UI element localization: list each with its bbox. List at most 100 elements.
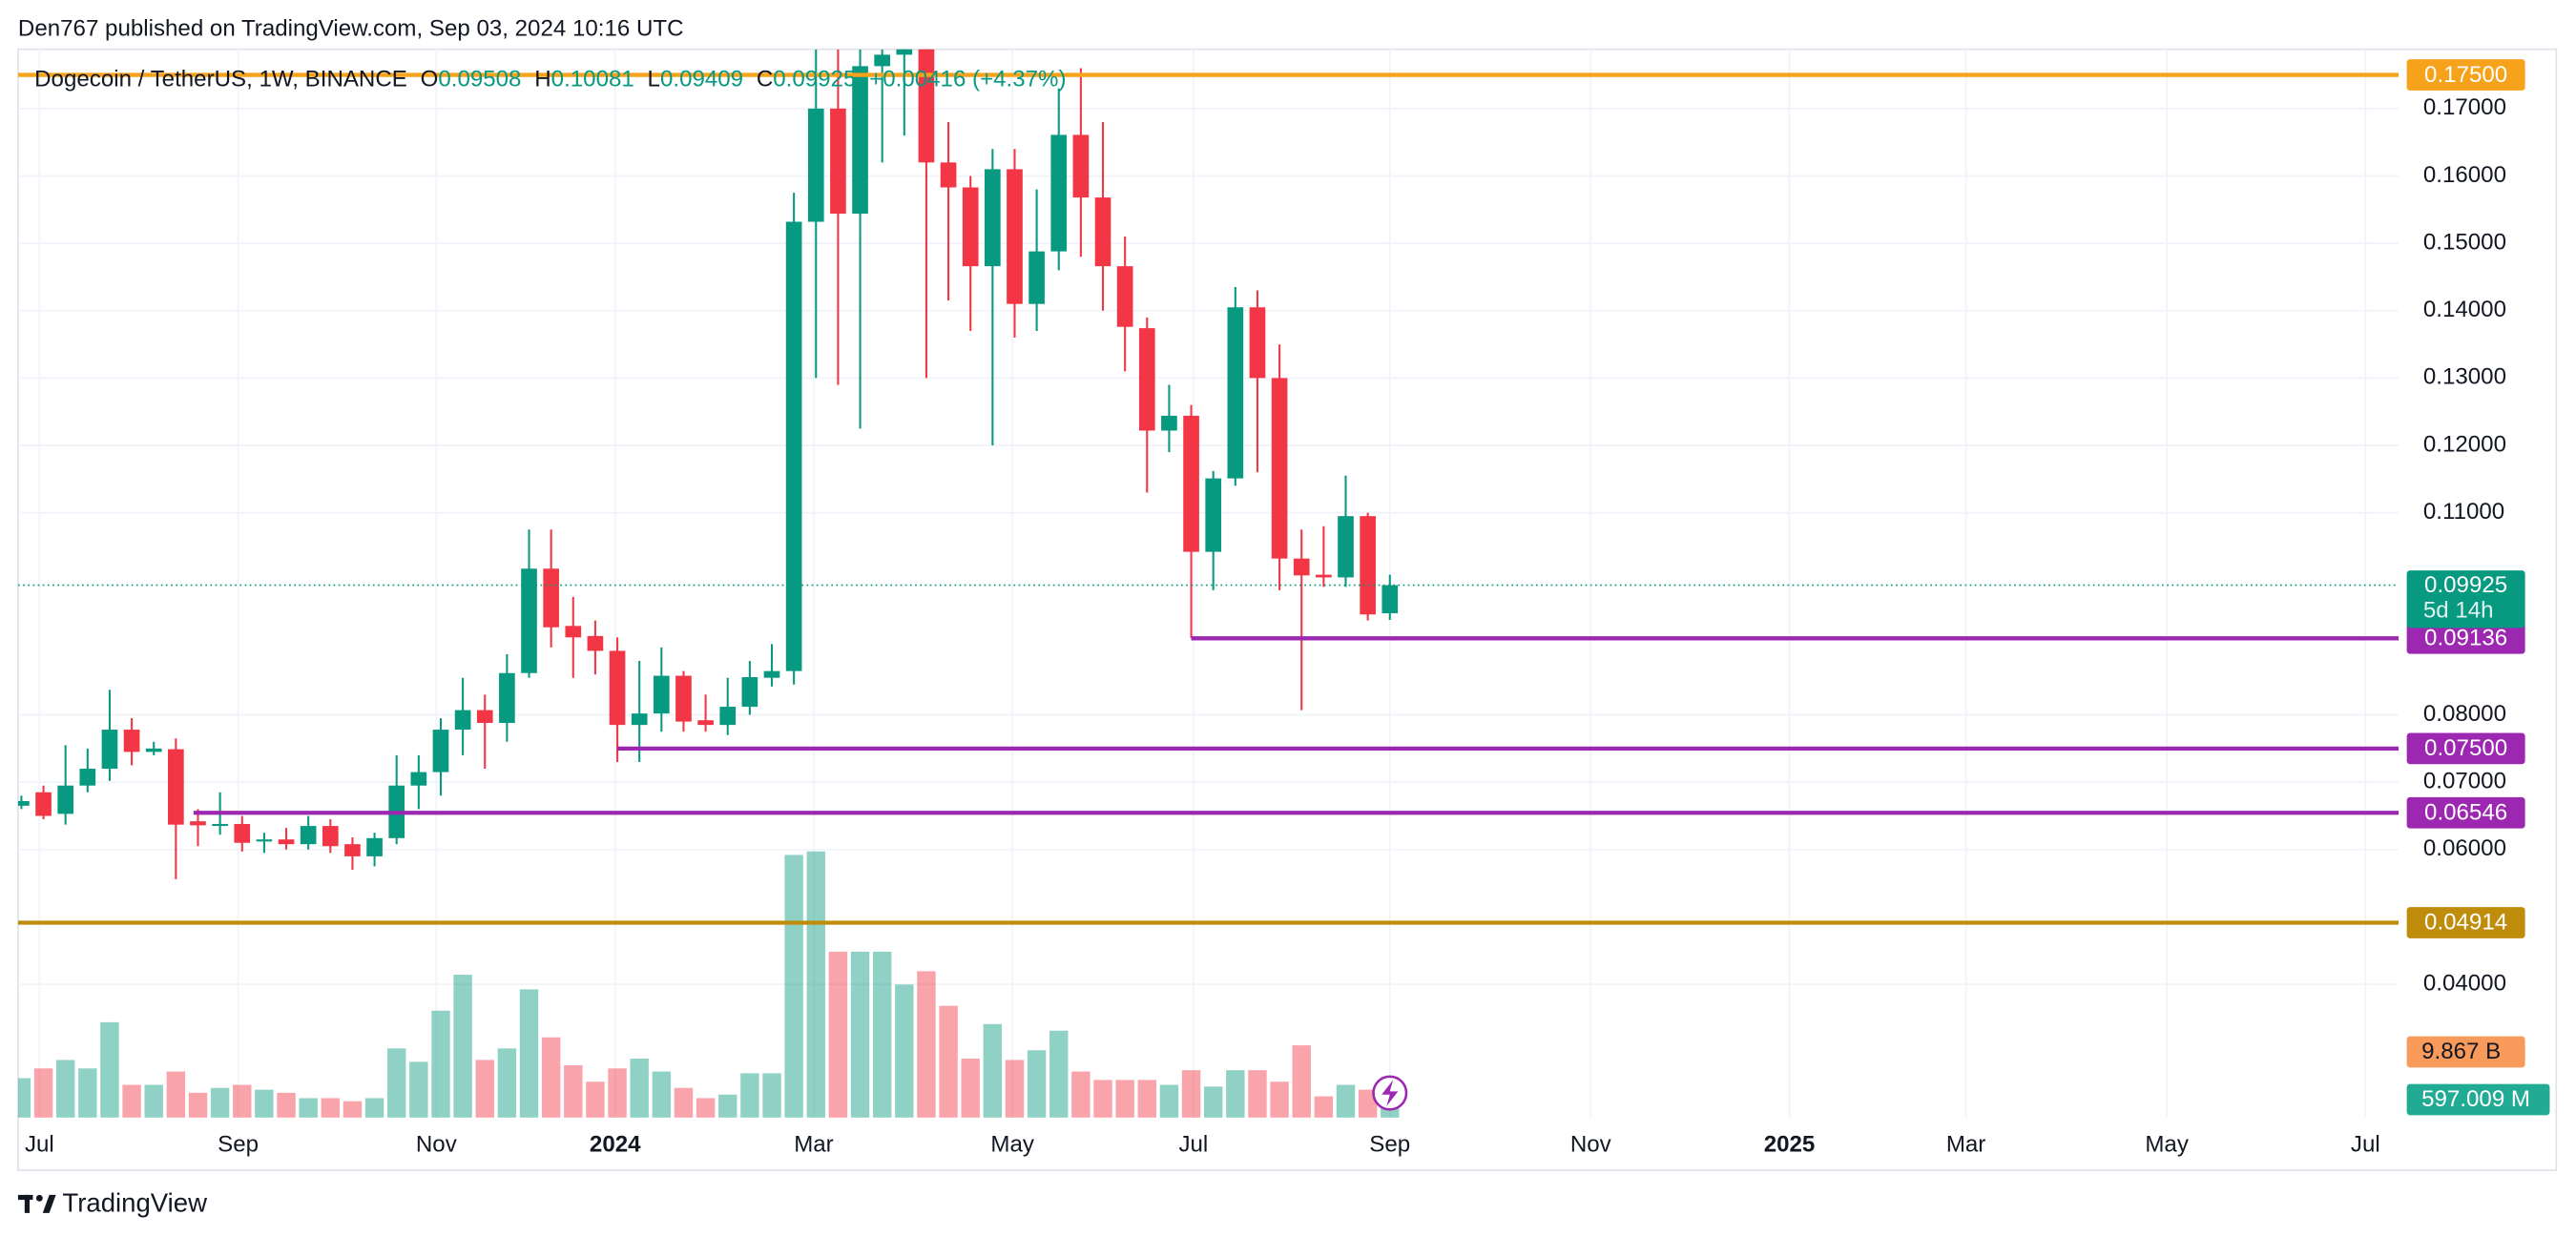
level-label: 0.17500 [2424,62,2507,88]
volume-label: 597.009 M [2421,1086,2530,1112]
volume-bar [1358,1089,1378,1118]
candle-body [256,839,273,842]
volume-bar [828,951,848,1118]
tv-logo [17,1194,56,1213]
volume-bar [233,1084,252,1118]
countdown-label: 5d 14h [2423,598,2494,624]
level-label-box [2406,622,2525,654]
candle-body [675,675,692,722]
candle-body [190,821,206,826]
candle-body [587,635,604,651]
candle-body [410,772,427,786]
volume-bar [1115,1080,1134,1118]
y-tick-label: 0.11000 [2423,499,2504,525]
level-label-box [2406,907,2525,938]
alert-icon-bolt [1381,1080,1399,1106]
legend-key: C [757,67,773,93]
logo-part [24,1194,30,1213]
volume-bar [17,1078,31,1118]
volume-bar [166,1071,186,1118]
y-tick-label: 0.15000 [2423,229,2506,255]
volume-bar [1203,1086,1223,1118]
candle-body [631,713,648,726]
candle-body [1205,478,1222,552]
y-tick-label: 0.07000 [2423,769,2506,794]
candle-body [1316,574,1332,578]
x-tick-label: Mar [1946,1132,1986,1158]
volume-bar [321,1098,341,1118]
legend-key: O [421,67,439,93]
candle-body [852,66,868,215]
level-label: 0.07500 [2424,735,2507,761]
volume-bar [630,1059,649,1118]
level-label-box [2406,796,2525,829]
candle-body [454,710,471,731]
candle-body [763,670,780,678]
volume-bar [78,1068,97,1118]
x-tick-label: Nov [1570,1132,1611,1158]
candle-body [322,826,339,847]
candle-body [985,169,1001,267]
x-tick-label: Nov [416,1132,457,1158]
volume-bar [586,1082,605,1118]
candle-body [168,749,184,825]
legend-value: 0.09508 [438,67,521,93]
candle-body [79,769,96,786]
level-label-box [2406,732,2525,765]
legend-key: L [648,67,660,93]
axes: 0.04000 0.06000 0.07000 0.08000 0.11000 0.120… [25,94,2506,1157]
volume-bar [1270,1082,1289,1118]
x-tick-label: Sep [218,1132,259,1158]
y-tick-label: 0.04000 [2423,970,2506,996]
x-tick-label: Mar [794,1132,834,1158]
volume-bar [1248,1070,1267,1118]
y-tick-label: 0.17000 [2423,94,2506,120]
candle-body [1116,266,1133,327]
volume-label-box [2406,1036,2525,1068]
level-label: 0.06546 [2424,799,2507,825]
candle-body [1161,415,1177,431]
volume-bar [299,1098,318,1118]
candle-body [874,54,890,67]
volume-bar [696,1098,716,1118]
volume-bar [55,1060,75,1118]
candle-body [1338,516,1354,578]
volume-bar [1181,1070,1201,1118]
candle-body [145,748,162,752]
volume-bar [850,951,870,1118]
y-tick-label: 0.06000 [2423,835,2506,861]
candle-body [101,730,118,770]
candle-body [300,826,317,845]
candle-body [565,626,582,638]
volume-bar [1226,1070,1245,1118]
volume-bar [497,1048,517,1118]
x-tick-label: 2025 [1764,1132,1816,1158]
volume-bar [784,855,803,1118]
level-label-box [2406,59,2525,91]
candle-body [1007,169,1023,304]
candle-body [1381,585,1399,614]
y-tick-label: 0.16000 [2423,162,2506,188]
x-tick-label: May [2145,1132,2189,1158]
x-tick-label: May [990,1132,1034,1158]
volume-bar [762,1073,781,1118]
volume-bar [872,951,892,1118]
volume-bar [541,1037,561,1118]
volume-bar [431,1010,450,1118]
footer-brand: TradingView [62,1188,207,1218]
candle-body [1094,197,1111,267]
volume-bar [1027,1050,1047,1118]
volume-bar [608,1068,627,1118]
volume-bar [453,975,472,1118]
volume-bar [1049,1030,1069,1118]
y-tick-label: 0.08000 [2423,701,2506,727]
volume-bar [519,989,539,1118]
candle-body [543,568,559,628]
levels: 0.17500 0.09136 0.07500 0.06546 0.04914 0.099… [17,59,2550,1116]
candle-body [344,844,361,856]
candle-body [1050,134,1068,252]
level-label: 0.04914 [2424,910,2507,936]
volume-bar [895,984,914,1118]
candle-body [17,800,30,806]
